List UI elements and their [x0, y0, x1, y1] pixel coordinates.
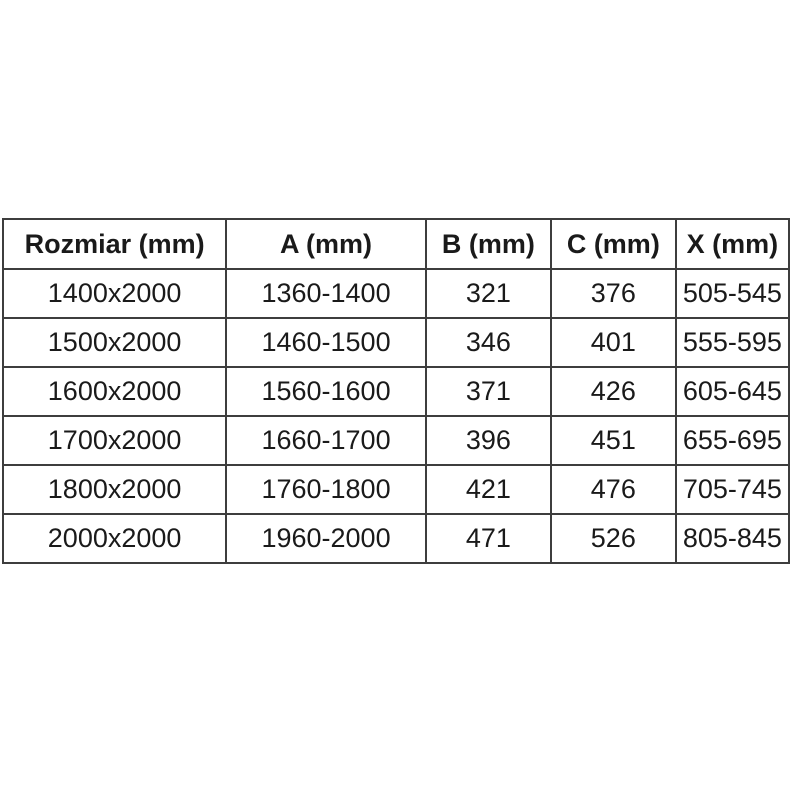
size-table: Rozmiar (mm) A (mm) B (mm) C (mm) X (mm)… — [1, 218, 791, 564]
table-cell: 1360-1400 — [225, 268, 427, 319]
table-row: 2000x2000 1960-2000 471 526 805-845 — [1, 513, 791, 564]
table-cell: 705-745 — [674, 464, 791, 515]
column-header-b: B (mm) — [424, 218, 552, 270]
table-cell: 421 — [424, 464, 552, 515]
table-cell: 1660-1700 — [225, 415, 427, 466]
table-cell: 476 — [549, 464, 677, 515]
table-row: 1800x2000 1760-1800 421 476 705-745 — [1, 464, 791, 515]
table-cell: 1560-1600 — [225, 366, 427, 417]
table-cell: 471 — [424, 513, 552, 564]
table-cell: 321 — [424, 268, 552, 319]
table-cell: 1500x2000 — [1, 317, 228, 368]
table-cell: 346 — [424, 317, 552, 368]
table-cell: 605-645 — [674, 366, 791, 417]
table-cell: 2000x2000 — [1, 513, 228, 564]
column-header-c: C (mm) — [549, 218, 677, 270]
column-header-a: A (mm) — [225, 218, 427, 270]
table-cell: 1700x2000 — [1, 415, 228, 466]
table-cell: 655-695 — [674, 415, 791, 466]
table-header-row: Rozmiar (mm) A (mm) B (mm) C (mm) X (mm) — [1, 218, 791, 270]
table-cell: 1600x2000 — [1, 366, 228, 417]
column-header-x: X (mm) — [674, 218, 791, 270]
table-cell: 1800x2000 — [1, 464, 228, 515]
table-row: 1400x2000 1360-1400 321 376 505-545 — [1, 268, 791, 319]
table-cell: 426 — [549, 366, 677, 417]
table-cell: 1400x2000 — [1, 268, 228, 319]
table-cell: 526 — [549, 513, 677, 564]
table-cell: 1960-2000 — [225, 513, 427, 564]
table-cell: 396 — [424, 415, 552, 466]
table-cell: 401 — [549, 317, 677, 368]
table-cell: 555-595 — [674, 317, 791, 368]
table-cell: 805-845 — [674, 513, 791, 564]
table-cell: 451 — [549, 415, 677, 466]
table-row: 1500x2000 1460-1500 346 401 555-595 — [1, 317, 791, 368]
table-row: 1700x2000 1660-1700 396 451 655-695 — [1, 415, 791, 466]
table-cell: 1760-1800 — [225, 464, 427, 515]
table-cell: 376 — [549, 268, 677, 319]
table-cell: 1460-1500 — [225, 317, 427, 368]
column-header-rozmiar: Rozmiar (mm) — [1, 218, 228, 270]
table-cell: 505-545 — [674, 268, 791, 319]
table-cell: 371 — [424, 366, 552, 417]
table-row: 1600x2000 1560-1600 371 426 605-645 — [1, 366, 791, 417]
